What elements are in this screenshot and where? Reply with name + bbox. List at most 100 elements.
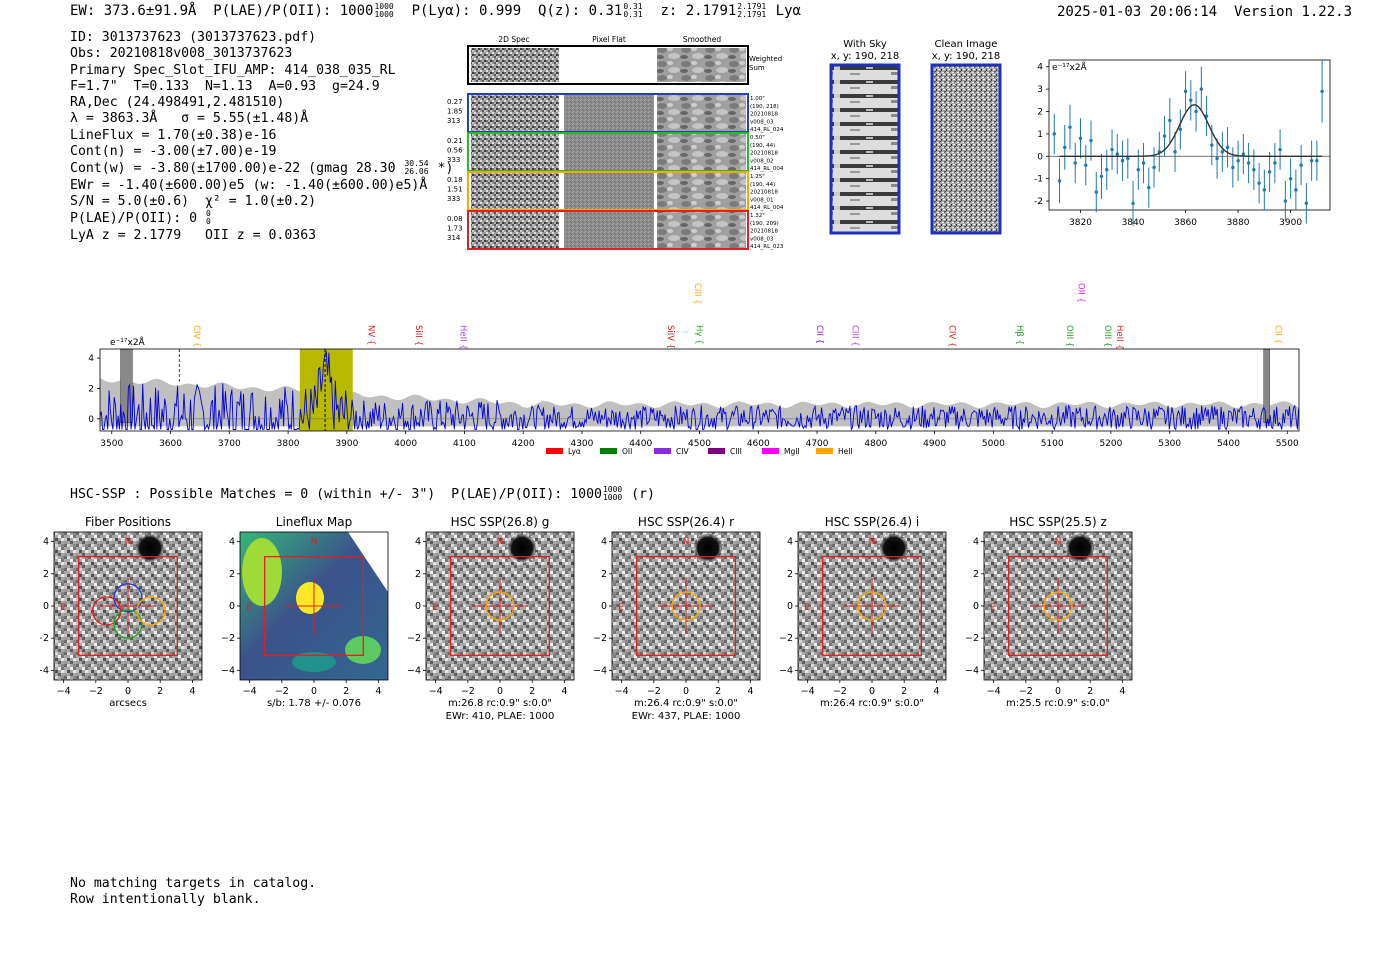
emission-line-label: SiII { <box>413 325 423 346</box>
fit-ytick-label: 0 <box>1037 152 1043 162</box>
weighted-sum-2d <box>471 48 559 82</box>
weighted-sum-label-1: Sum <box>749 64 765 72</box>
panel-xtick-label: −4 <box>801 686 815 697</box>
cutout-2d-spec <box>471 212 559 248</box>
cutout-smoothed <box>657 173 746 209</box>
fit-point <box>1262 169 1267 210</box>
with-sky-coord: x, y: 190, 218 <box>831 51 900 62</box>
fit-point <box>1084 145 1088 186</box>
bright-source <box>1065 533 1095 563</box>
source-aperture <box>506 532 538 564</box>
imaging-panels: Fiber Positions N E −4 −4 −2 −2 0 0 2 2 4 4 arcsecs Li… <box>40 515 1133 722</box>
contw-end: *) <box>437 161 454 177</box>
cutout-right-label: 20210818 <box>750 190 778 196</box>
spec-ytick-label: 2 <box>88 384 94 394</box>
cutout-left-label: 0.18 <box>447 176 463 184</box>
fit-marker <box>1225 145 1230 150</box>
cutout-pixel-flat <box>564 212 654 248</box>
fit-marker <box>1215 156 1219 161</box>
fit-marker <box>1246 161 1251 165</box>
source-aperture <box>878 532 910 564</box>
panel-ytick-label: 0 <box>43 601 49 612</box>
panel-ytick-label: 2 <box>601 569 607 580</box>
plae2-sup: 0 <box>206 209 211 219</box>
fit-marker <box>1194 109 1198 114</box>
hsc-filter: (r) <box>631 487 655 502</box>
fit-point <box>1126 138 1130 179</box>
panel-xtick-label: 4 <box>747 686 753 697</box>
source-aperture <box>692 532 724 564</box>
fit-point <box>1183 71 1188 112</box>
fit-point <box>1178 109 1183 150</box>
fit-point <box>1236 140 1240 181</box>
panel-xtick-label: −4 <box>243 686 257 697</box>
full-spectrum-chart: 0 2 4 3500 3600 3700 3800 3900 4000 4100 4200 4300 4… <box>88 283 1300 456</box>
qz-sup: 0.31 <box>623 2 643 11</box>
spec-xtick-label: 5300 <box>1158 439 1181 449</box>
north-label: N <box>311 537 318 547</box>
panel-ytick-label: 2 <box>415 569 421 580</box>
fit-marker <box>1147 185 1151 190</box>
panel-xtick-label: −4 <box>615 686 629 697</box>
panel-xtick-label: −2 <box>89 686 103 697</box>
fit-marker <box>1052 132 1056 136</box>
fit-marker <box>1189 98 1193 102</box>
fit-marker <box>1115 152 1119 156</box>
cutout-left-label: 0.56 <box>447 147 463 155</box>
detection-info: ID: 3013737623 (3013737623.pdf) Obs: 202… <box>70 30 453 244</box>
fit-marker <box>1136 168 1140 172</box>
spec-xtick-label: 5200 <box>1099 439 1122 449</box>
search-box <box>1008 556 1108 656</box>
cutout-left-label: 0.27 <box>447 98 463 106</box>
info-id: ID: 3013737623 (3013737623.pdf) <box>70 30 317 45</box>
panel-xtick-label: 4 <box>561 686 567 697</box>
spec-ytick-label: 4 <box>88 354 94 364</box>
fit-point <box>1141 142 1146 184</box>
search-box <box>450 556 550 656</box>
imaging-panel-1: Lineflux Map N E −4 −4 −2 −2 0 0 2 2 4 4 s/b: 1.78 +/… <box>221 515 389 709</box>
fit-point <box>1304 183 1309 224</box>
fit-marker <box>1068 125 1072 129</box>
cutout-right-label: v008_03 <box>750 236 774 242</box>
plae2-sub: 0 <box>206 217 211 227</box>
cutout-right-label: 1.00" <box>750 96 765 102</box>
clean-image <box>930 63 1002 235</box>
fit-marker <box>1273 161 1277 165</box>
flux-blob <box>242 538 282 606</box>
fit-marker <box>1294 188 1298 192</box>
cutout-pixel-flat <box>564 95 654 131</box>
fit-marker <box>1126 156 1130 161</box>
legend-label: CIV <box>676 447 689 456</box>
fit-marker <box>1084 163 1088 167</box>
imaging-panel-5: HSC SSP(25.5) z N E −4 −4 −2 −2 0 0 2 2 4 4 m:25.5 rc… <box>965 515 1133 709</box>
fit-point <box>1315 140 1319 181</box>
panel-ytick-label: −4 <box>965 665 979 676</box>
fit-marker <box>1283 199 1288 203</box>
panel-caption: s/b: 1.78 +/- 0.076 <box>267 698 361 709</box>
fit-point <box>1115 133 1119 175</box>
panel-caption: m:25.5 rc:0.9" s:0.0" <box>1006 698 1110 709</box>
panel-xtick-label: 2 <box>157 686 163 697</box>
fit-marker <box>1141 161 1146 165</box>
cutout-left-label: 313 <box>447 117 460 125</box>
aperture-circle <box>485 591 515 621</box>
cutout-header-1: Pixel Flat <box>592 35 626 44</box>
emission-line-label: OII { <box>1076 283 1086 303</box>
panel-ytick-label: 4 <box>415 537 421 548</box>
cutout-right-label: 1.32" <box>750 213 765 219</box>
masked-region <box>1263 348 1270 424</box>
panel-ytick-label: −2 <box>40 633 49 644</box>
north-label: N <box>1055 537 1062 547</box>
info-fwhm: F=1.7" T=0.133 N=1.13 A=0.93 g=24.9 <box>70 78 380 94</box>
fit-point <box>1246 142 1251 184</box>
spec-unit-label: e⁻¹⁷x2Å <box>110 336 146 348</box>
panel-title: HSC SSP(25.5) z <box>1009 515 1107 529</box>
fit-xtick-label: 3900 <box>1279 218 1302 228</box>
panel-xtick-label: −2 <box>461 686 475 697</box>
info-obs: Obs: 20210818v008_3013737623 <box>70 46 293 62</box>
north-label: N <box>683 537 690 547</box>
fit-point <box>1173 131 1177 172</box>
imaging-panel-3: HSC SSP(26.4) r N E −4 −4 −2 −2 0 0 2 2 4 4 m:26.4 rc… <box>593 515 761 722</box>
fit-marker <box>1173 150 1177 154</box>
z-sub: 2.1791 <box>737 10 767 19</box>
